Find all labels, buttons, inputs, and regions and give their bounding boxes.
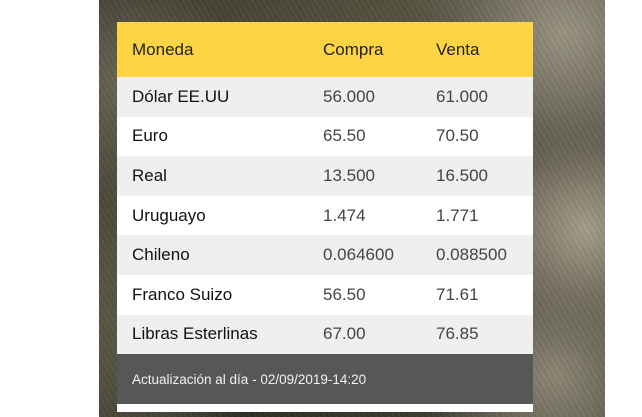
sell-value: 61.000 xyxy=(436,86,488,106)
currency-name: Uruguayo xyxy=(132,205,206,225)
sell-value: 76.85 xyxy=(436,324,479,344)
buy-value: 0.064600 xyxy=(323,245,394,265)
table-row: Franco Suizo 56.50 71.61 xyxy=(117,274,533,315)
buy-value: 56.50 xyxy=(323,284,366,304)
buy-value: 67.00 xyxy=(323,324,366,344)
exchange-rates-table: Moneda Compra Venta Dólar EE.UU 56.000 6… xyxy=(117,22,533,412)
table-row: Real 13.500 16.500 xyxy=(117,156,533,196)
sell-value: 71.61 xyxy=(436,284,479,304)
table-row: Chileno 0.064600 0.088500 xyxy=(117,235,533,275)
currency-name: Libras Esterlinas xyxy=(132,324,258,344)
sell-value: 16.500 xyxy=(436,165,488,185)
table-row: Euro 65.50 70.50 xyxy=(117,116,533,157)
table-row: Libras Esterlinas 67.00 76.85 xyxy=(117,314,533,355)
buy-value: 13.500 xyxy=(323,165,375,185)
table-row: Dólar EE.UU 56.000 61.000 xyxy=(117,77,533,117)
header-currency: Moneda xyxy=(132,39,194,59)
update-timestamp: Actualización al día - 02/09/2019-14:20 xyxy=(117,354,533,404)
table-header: Moneda Compra Venta xyxy=(117,22,533,77)
sell-value: 0.088500 xyxy=(436,245,507,265)
header-buy: Compra xyxy=(323,39,384,59)
table-row: Uruguayo 1.474 1.771 xyxy=(117,195,533,236)
buy-value: 1.474 xyxy=(323,205,366,225)
currency-name: Chileno xyxy=(132,245,190,265)
sell-value: 1.771 xyxy=(436,205,479,225)
sell-value: 70.50 xyxy=(436,126,479,146)
currency-name: Real xyxy=(132,165,167,185)
buy-value: 65.50 xyxy=(323,126,366,146)
currency-name: Euro xyxy=(132,126,168,146)
currency-name: Franco Suizo xyxy=(132,284,233,304)
currency-name: Dólar EE.UU xyxy=(132,86,230,106)
header-sell: Venta xyxy=(436,39,480,59)
buy-value: 56.000 xyxy=(323,86,375,106)
